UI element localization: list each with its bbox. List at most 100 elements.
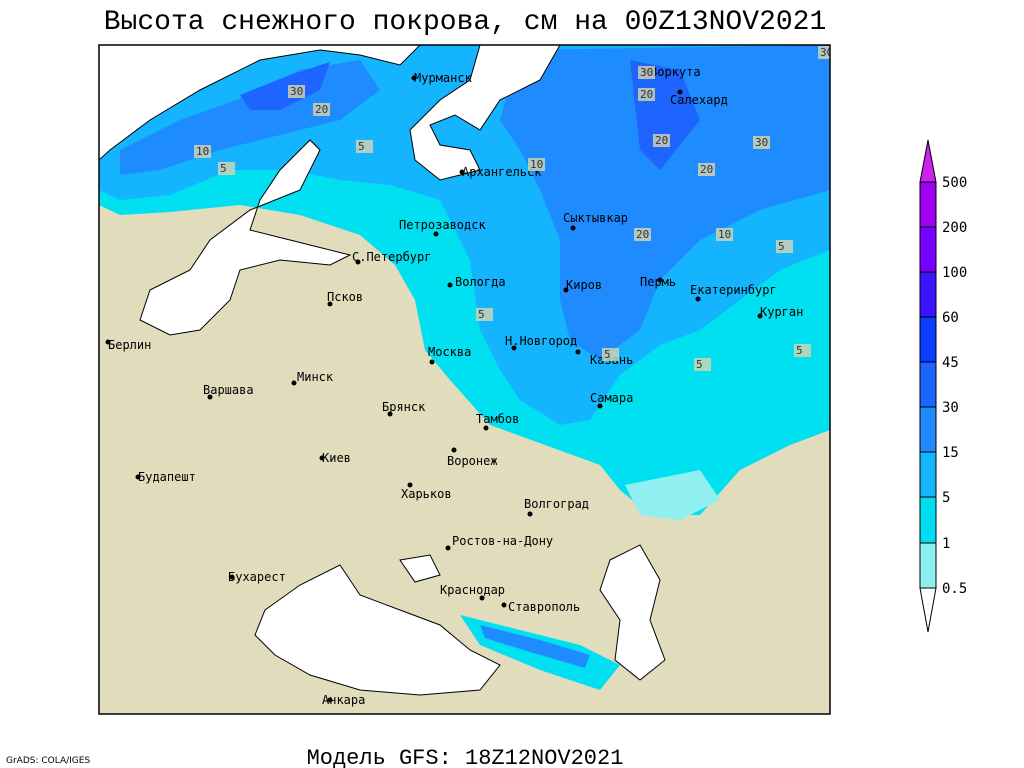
contour-label: 30 [290,85,303,98]
city-dot [570,225,576,231]
city-dot [327,697,333,703]
contour-label: 10 [530,158,543,171]
city-dot [207,394,213,400]
contour-label-bg [528,158,545,171]
city-dot [319,455,325,461]
city-dot [479,595,485,601]
city-dot [135,474,141,480]
city-label: Петрозаводск [399,218,486,232]
city-dot [327,301,333,307]
city-dot [447,282,453,288]
city-dot [407,482,413,488]
city-label: Сыктывкар [563,211,628,225]
map: Мурманск Воркута Салехард Архангельск Сыктыв… [99,45,830,714]
colorbar-segment [919,451,937,498]
city-label: Минск [297,370,334,384]
contour-label: 20 [700,163,713,176]
city-dot [511,345,517,351]
city-label: Берлин [108,338,151,352]
colorbar-label: 5 [942,490,950,506]
colorbar-label: 30 [942,400,959,416]
colorbar-label: 200 [942,220,967,236]
contour-label-bg [716,228,733,241]
colorbar-segment [919,181,937,228]
contour-label: 5 [796,344,803,357]
contour-label: 10 [718,228,731,241]
contour-label-bg [218,162,235,175]
city-label: Варшава [203,383,254,397]
map-frame [98,44,831,715]
city-label: Псков [327,290,363,304]
city-label: Мурманск [414,71,473,85]
city-dot [445,545,451,551]
city-label: Курган [760,305,803,319]
contour-label-bg [638,88,655,101]
contour-label-bg [634,228,651,241]
city-label: Салехард [670,93,728,107]
snow-caucasus-deep [480,625,590,668]
city-label: Волгоград [524,497,589,511]
colorbar-segment [919,361,937,408]
city-label: Киров [566,278,602,292]
city-label: Воркута [650,65,701,79]
city-dot [597,403,603,409]
colorbar-segment [919,542,937,589]
sea [99,45,421,161]
city-dot [451,447,457,453]
colorbar-label: 500 [942,175,967,191]
contour-label: 5 [696,358,703,371]
contour-label-bg [638,66,655,79]
city-label: Тамбов [476,412,519,426]
contour-label-bg [313,103,330,116]
colorbar: 500 200 100 60 45 30 15 5 1 0.5 [919,139,967,633]
city-label: Будапешт [138,470,196,484]
colorbar-segment [919,406,937,453]
sea [399,554,441,583]
city-dot [459,169,465,175]
contour-label-layer: 30 20 20 10 5 5 30 20 20 30 20 10 10 5 5 5 5 5 30 [194,46,830,371]
city-label: Н.Новгород [505,334,577,348]
sea [139,139,352,336]
city-label: Вологда [455,275,506,289]
city-label: Ростов-на-Дону [452,534,553,548]
city-dot [677,89,683,95]
city-dot [429,359,435,365]
colorbar-segment [919,316,937,363]
contour-label-bg [653,134,670,147]
city-label: Воронеж [447,454,498,468]
colorbar-label: 100 [942,265,967,281]
city-dot [291,380,297,386]
city-label: Самара [590,391,633,405]
city-dot [387,411,393,417]
contour-label: 5 [358,140,365,153]
contour-label: 5 [778,240,785,253]
contour-label: 30 [640,66,653,79]
city-dot [229,574,235,580]
city-dot [695,296,701,302]
city-dot [483,425,489,431]
city-dot [355,259,361,265]
colorbar-label: 45 [942,355,959,371]
city-label: Киев [322,451,351,465]
sea [409,45,561,181]
city-dot [563,287,569,293]
contour-label: 20 [655,134,668,147]
city-dot [433,231,439,237]
city-dot [757,313,763,319]
contour-label-bg [356,140,373,153]
contour-label: 30 [755,136,768,149]
city-label: Краснодар [440,583,505,597]
city-label: Ставрополь [508,600,580,614]
contour-label-bg [476,308,493,321]
credit: GrADS: COLA/IGES [6,756,90,766]
city-dot [575,349,581,355]
contour-label-bg [694,358,711,371]
contour-label-bg [288,85,305,98]
colorbar-label: 15 [942,445,959,461]
contour-label-bg [698,163,715,176]
snow-pale [625,470,720,520]
contour-label: 5 [604,348,611,361]
colorbar-label: 60 [942,310,959,326]
sea [599,544,666,681]
snow-15 [500,45,830,360]
